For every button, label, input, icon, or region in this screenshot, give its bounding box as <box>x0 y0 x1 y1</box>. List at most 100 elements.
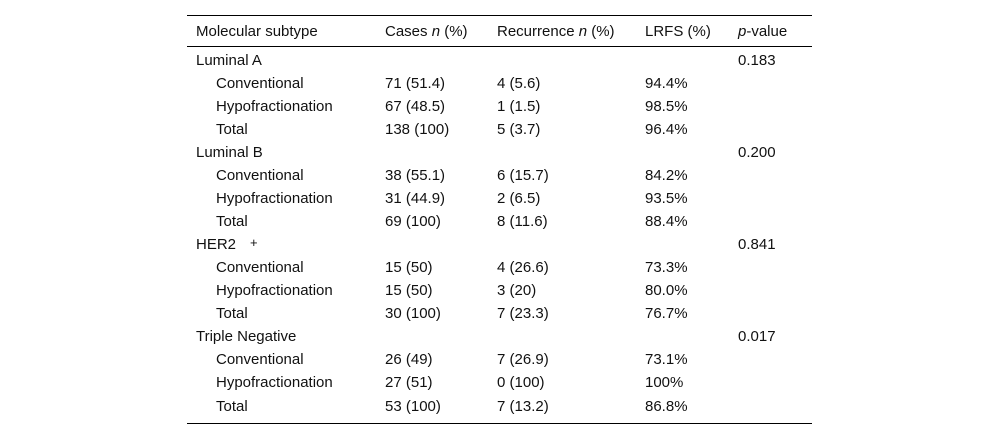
table-header: Molecular subtype Cases n (%) Recurrence… <box>187 15 812 47</box>
header-p-suffix: -value <box>746 22 788 40</box>
empty-cell <box>729 279 812 302</box>
lrfs-cell: 94.4% <box>645 75 688 92</box>
empty-cell <box>376 141 488 164</box>
recurrence-cell: 5 (3.7) <box>497 121 541 138</box>
group-name: Luminal B <box>196 144 263 161</box>
empty-cell <box>729 394 812 424</box>
header-lrfs: LRFS (%) <box>645 22 711 40</box>
treatment-label-cell: Total <box>216 305 248 322</box>
header-cases-n: n <box>431 22 441 40</box>
header-cases-prefix: Cases <box>385 22 432 40</box>
cases-cell: 38 (55.1) <box>385 167 446 184</box>
empty-cell <box>636 233 729 256</box>
recurrence-cell: 4 (26.6) <box>497 259 549 276</box>
group-row: Luminal B 0.200 <box>187 141 812 164</box>
treatment-label-cell: Hypofractionation <box>216 98 333 115</box>
header-cases-suffix: (%) <box>440 22 468 40</box>
header-cases: Cases n (%) <box>376 16 488 47</box>
group-row: Triple Negative 0.017 <box>187 325 812 348</box>
header-p-value: p-value <box>729 16 812 47</box>
lrfs-cell: 88.4% <box>645 213 688 230</box>
group-row: Luminal A 0.183 <box>187 47 812 73</box>
empty-cell <box>488 325 636 348</box>
treatment-label-cell: Conventional <box>216 75 304 92</box>
table-row: Total 69 (100) 8 (11.6) 88.4% <box>187 210 812 233</box>
group-name-cell: Luminal A <box>187 47 376 73</box>
p-value-cell: 0.183 <box>738 52 776 69</box>
header-molecular-subtype: Molecular subtype <box>196 22 318 40</box>
recurrence-cell: 6 (15.7) <box>497 167 549 184</box>
p-value-cell: 0.017 <box>738 328 776 345</box>
p-value-cell: 0.200 <box>738 144 776 161</box>
lrfs-cell: 84.2% <box>645 167 688 184</box>
empty-cell <box>488 47 636 73</box>
recurrence-table: Molecular subtype Cases n (%) Recurrence… <box>187 15 812 424</box>
recurrence-cell: 8 (11.6) <box>497 213 548 230</box>
table-row: Conventional 15 (50) 4 (26.6) 73.3% <box>187 256 812 279</box>
empty-cell <box>729 302 812 325</box>
lrfs-cell: 98.5% <box>645 98 688 115</box>
table-row: Hypofractionation 15 (50) 3 (20) 80.0% <box>187 279 812 302</box>
empty-cell <box>729 95 812 118</box>
lrfs-cell: 73.3% <box>645 259 688 276</box>
group-name-cell: HER2 + <box>187 233 376 256</box>
empty-cell <box>729 187 812 210</box>
empty-cell <box>729 210 812 233</box>
empty-cell <box>729 72 812 95</box>
lrfs-cell: 73.1% <box>645 351 688 368</box>
table-row: Total 53 (100) 7 (13.2) 86.8% <box>187 394 812 424</box>
header-recurrence: Recurrence n (%) <box>488 16 636 47</box>
empty-cell <box>376 325 488 348</box>
group-name-cell: Luminal B <box>187 141 376 164</box>
recurrence-cell: 7 (23.3) <box>497 305 549 322</box>
empty-cell <box>488 141 636 164</box>
recurrence-cell: 7 (13.2) <box>497 398 549 415</box>
lrfs-cell: 80.0% <box>645 282 688 299</box>
empty-cell <box>636 325 729 348</box>
table-row: Conventional 38 (55.1) 6 (15.7) 84.2% <box>187 164 812 187</box>
empty-cell <box>729 371 812 394</box>
recurrence-cell: 1 (1.5) <box>497 98 541 115</box>
data-table-container: Molecular subtype Cases n (%) Recurrence… <box>187 15 812 424</box>
lrfs-cell: 93.5% <box>645 190 688 207</box>
table-row: Hypofractionation 67 (48.5) 1 (1.5) 98.5% <box>187 95 812 118</box>
treatment-label-cell: Conventional <box>216 351 304 368</box>
header-recurrence-prefix: Recurrence <box>497 22 579 40</box>
cases-cell: 26 (49) <box>385 351 433 368</box>
lrfs-cell: 86.8% <box>645 398 688 415</box>
treatment-label-cell: Total <box>216 213 248 230</box>
header-row: Molecular subtype Cases n (%) Recurrence… <box>187 15 812 47</box>
cases-cell: 15 (50) <box>385 259 433 276</box>
table-row: Total 30 (100) 7 (23.3) 76.7% <box>187 302 812 325</box>
cases-cell: 30 (100) <box>385 305 441 322</box>
cases-cell: 67 (48.5) <box>385 98 446 115</box>
empty-cell <box>729 118 812 141</box>
table-row: Hypofractionation 31 (44.9) 2 (6.5) 93.5% <box>187 187 812 210</box>
header-p-italic: p <box>738 22 747 40</box>
cases-cell: 31 (44.9) <box>385 190 446 207</box>
empty-cell <box>729 348 812 371</box>
empty-cell <box>729 164 812 187</box>
group-name: Triple Negative <box>196 328 297 345</box>
cases-cell: 71 (51.4) <box>385 75 446 92</box>
treatment-label-cell: Hypofractionation <box>216 190 333 207</box>
table-row: Conventional 26 (49) 7 (26.9) 73.1% <box>187 348 812 371</box>
treatment-label-cell: Total <box>216 121 248 138</box>
empty-cell <box>488 233 636 256</box>
cases-cell: 15 (50) <box>385 282 433 299</box>
table-row: Total 138 (100) 5 (3.7) 96.4% <box>187 118 812 141</box>
cases-cell: 69 (100) <box>385 213 441 230</box>
table-row: Hypofractionation 27 (51) 0 (100) 100% <box>187 371 812 394</box>
treatment-label-cell: Total <box>216 398 248 415</box>
empty-cell <box>376 47 488 73</box>
recurrence-cell: 7 (26.9) <box>497 351 549 368</box>
treatment-label-cell: Hypofractionation <box>216 374 333 391</box>
header-recurrence-n: n <box>578 22 588 40</box>
cases-cell: 27 (51) <box>385 374 433 391</box>
group-name: Luminal A <box>196 52 262 69</box>
recurrence-cell: 0 (100) <box>497 374 545 391</box>
treatment-label-cell: Conventional <box>216 259 304 276</box>
recurrence-cell: 3 (20) <box>497 282 537 299</box>
p-value-cell: 0.841 <box>738 236 776 253</box>
group-name-cell: Triple Negative <box>187 325 376 348</box>
